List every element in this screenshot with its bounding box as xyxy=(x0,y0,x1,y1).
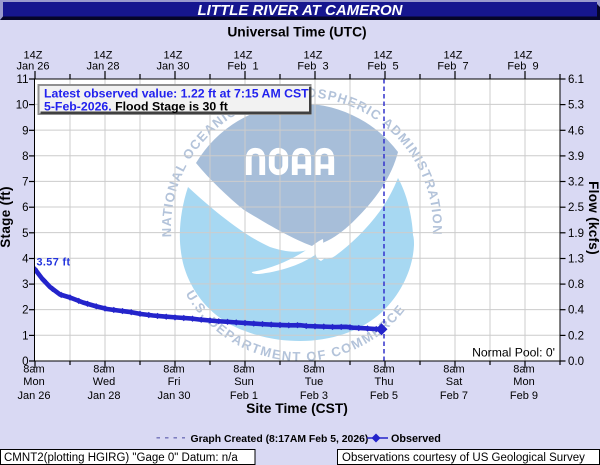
svg-text:0.4: 0.4 xyxy=(568,305,585,317)
svg-text:8am: 8am xyxy=(373,364,394,376)
svg-text:8am: 8am xyxy=(233,364,254,376)
svg-text:14Z: 14Z xyxy=(164,50,183,62)
svg-text:Observed: Observed xyxy=(391,433,441,445)
svg-text:4: 4 xyxy=(22,254,29,266)
svg-text:Feb 3: Feb 3 xyxy=(297,60,328,72)
svg-text:0.2: 0.2 xyxy=(568,330,584,342)
svg-text:Graph Created (8:17AM Feb 5, 2: Graph Created (8:17AM Feb 5, 2026) xyxy=(191,434,369,445)
svg-text:5: 5 xyxy=(22,228,28,240)
svg-text:Feb 1: Feb 1 xyxy=(230,390,258,402)
svg-text:11: 11 xyxy=(17,74,29,86)
svg-text:Feb 7: Feb 7 xyxy=(437,60,468,72)
svg-text:0: 0 xyxy=(22,356,28,368)
svg-text:CMNT2(plotting HGIRG) "Gage 0": CMNT2(plotting HGIRG) "Gage 0" Datum: n/… xyxy=(4,452,238,464)
svg-text:Normal Pool: 0': Normal Pool: 0' xyxy=(472,346,555,360)
svg-text:8am: 8am xyxy=(513,364,534,376)
svg-text:8am: 8am xyxy=(163,364,184,376)
svg-text:1: 1 xyxy=(22,330,28,342)
svg-text:4.6: 4.6 xyxy=(568,125,584,137)
svg-text:8am: 8am xyxy=(93,364,114,376)
svg-text:8am: 8am xyxy=(23,364,44,376)
svg-text:3.2: 3.2 xyxy=(568,177,584,189)
svg-text:9: 9 xyxy=(22,125,28,137)
svg-text:Universal Time (UTC): Universal Time (UTC) xyxy=(227,25,366,40)
svg-text:0.8: 0.8 xyxy=(568,279,584,291)
svg-text:Feb 1: Feb 1 xyxy=(227,60,258,72)
svg-text:Stage (ft): Stage (ft) xyxy=(0,186,13,248)
svg-text:Jan 26: Jan 26 xyxy=(17,390,50,402)
svg-text:14Z: 14Z xyxy=(24,50,43,62)
svg-text:3.57 ft: 3.57 ft xyxy=(37,257,71,269)
svg-text:2: 2 xyxy=(22,305,28,317)
svg-text:Observations courtesy of US Ge: Observations courtesy of US Geological S… xyxy=(342,452,585,464)
svg-text:14Z: 14Z xyxy=(514,50,533,62)
svg-text:LITTLE RIVER AT CAMERON: LITTLE RIVER AT CAMERON xyxy=(198,2,404,19)
svg-text:Tue: Tue xyxy=(305,376,324,388)
svg-text:1.9: 1.9 xyxy=(568,228,584,240)
svg-text:Feb 9: Feb 9 xyxy=(507,60,538,72)
svg-text:Site Time (CST): Site Time (CST) xyxy=(246,401,348,416)
svg-text:Feb 7: Feb 7 xyxy=(440,390,468,402)
svg-text:7: 7 xyxy=(22,177,28,189)
svg-text:0.0: 0.0 xyxy=(568,356,584,368)
svg-text:3: 3 xyxy=(22,279,28,291)
svg-text:Mon: Mon xyxy=(23,376,44,388)
svg-text:14Z: 14Z xyxy=(234,50,253,62)
svg-text:Feb 5: Feb 5 xyxy=(370,390,398,402)
svg-text:Jan 30: Jan 30 xyxy=(156,60,189,72)
svg-text:Mon: Mon xyxy=(513,376,534,388)
svg-text:Fri: Fri xyxy=(168,376,181,388)
svg-text:Jan 26: Jan 26 xyxy=(16,60,49,72)
svg-text:Thu: Thu xyxy=(375,376,394,388)
svg-text:Feb 9: Feb 9 xyxy=(510,390,538,402)
svg-text:Flow (kcfs): Flow (kcfs) xyxy=(586,181,600,255)
svg-text:5.3: 5.3 xyxy=(568,100,584,112)
svg-text:Jan 30: Jan 30 xyxy=(157,390,190,402)
svg-text:1.3: 1.3 xyxy=(568,254,584,266)
svg-text:6: 6 xyxy=(22,202,28,214)
svg-text:Jan 28: Jan 28 xyxy=(86,60,119,72)
svg-text:Latest observed value: 1.22 ft: Latest observed value: 1.22 ft at 7:15 A… xyxy=(44,87,309,101)
svg-text:6.1: 6.1 xyxy=(568,74,584,86)
svg-text:14Z: 14Z xyxy=(374,50,393,62)
svg-text:10: 10 xyxy=(16,100,29,112)
svg-text:8: 8 xyxy=(22,151,28,163)
svg-text:3.9: 3.9 xyxy=(568,151,584,163)
svg-text:14Z: 14Z xyxy=(444,50,463,62)
svg-text:14Z: 14Z xyxy=(304,50,323,62)
svg-text:Feb 5: Feb 5 xyxy=(367,60,398,72)
svg-text:Sat: Sat xyxy=(446,376,463,388)
svg-text:14Z: 14Z xyxy=(94,50,113,62)
svg-text:Feb 3: Feb 3 xyxy=(300,390,328,402)
svg-text:2.5: 2.5 xyxy=(568,202,584,214)
svg-text:5-Feb-2026. Flood Stage is 30: 5-Feb-2026. Flood Stage is 30 ft xyxy=(44,100,228,114)
svg-text:8am: 8am xyxy=(303,364,324,376)
svg-text:Jan 28: Jan 28 xyxy=(87,390,120,402)
svg-text:8am: 8am xyxy=(443,364,464,376)
svg-text:Sun: Sun xyxy=(234,376,254,388)
svg-text:Wed: Wed xyxy=(93,376,115,388)
